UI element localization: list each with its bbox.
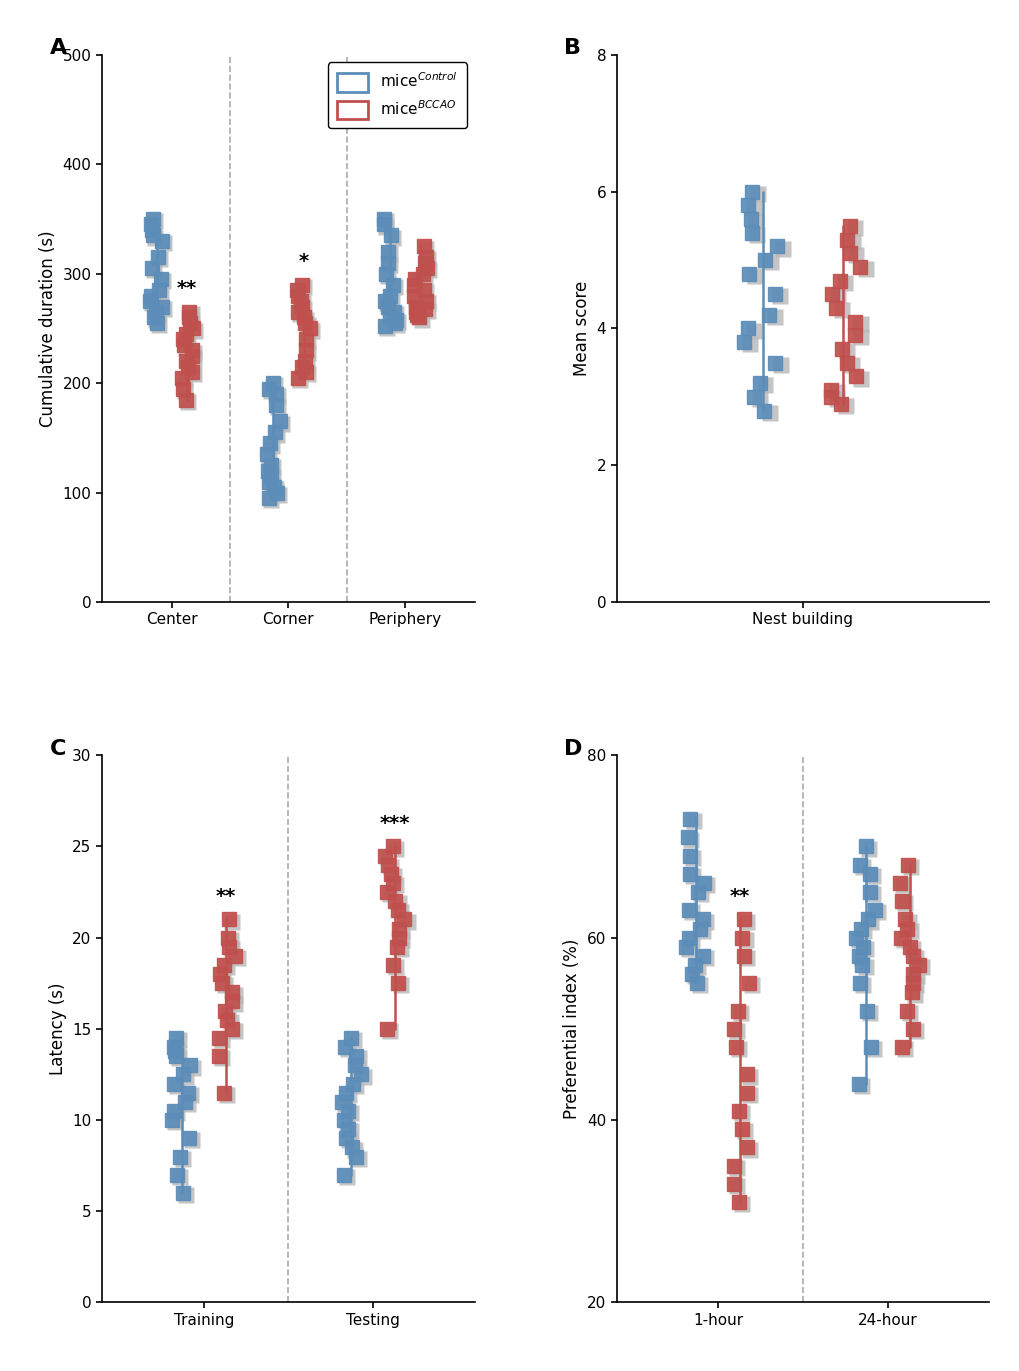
Text: D: D	[564, 739, 582, 758]
Text: **: **	[730, 887, 750, 906]
Text: ***: ***	[380, 814, 410, 832]
Y-axis label: Cumulative duration (s): Cumulative duration (s)	[39, 230, 57, 426]
Text: A: A	[50, 38, 67, 59]
Legend: mice$^{Control}$, mice$^{BCCAO}$: mice$^{Control}$, mice$^{BCCAO}$	[328, 63, 467, 129]
Y-axis label: Preferential index (%): Preferential index (%)	[562, 939, 581, 1119]
Text: **: **	[176, 280, 197, 299]
Text: B: B	[564, 38, 581, 59]
Text: C: C	[50, 739, 66, 758]
Y-axis label: Mean score: Mean score	[573, 281, 590, 376]
Text: *: *	[299, 252, 309, 271]
Text: **: **	[215, 887, 235, 906]
Y-axis label: Latency (s): Latency (s)	[49, 983, 66, 1075]
